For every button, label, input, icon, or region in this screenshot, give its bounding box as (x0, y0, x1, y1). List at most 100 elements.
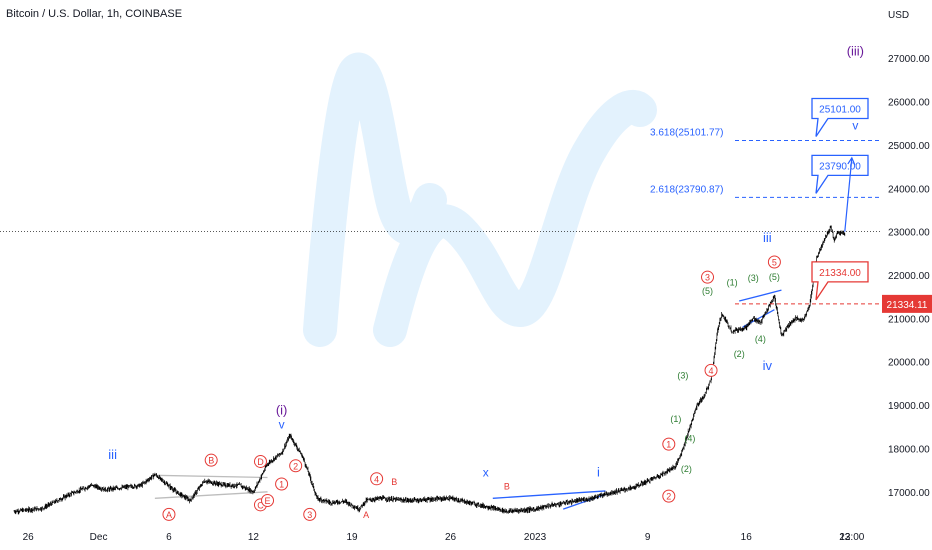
level-callout (811, 154, 869, 194)
trendlines (154, 289, 782, 510)
candles (13, 225, 846, 515)
trendline (739, 289, 782, 302)
wave-label-circle (701, 270, 715, 284)
wave-label: 3 (307, 510, 312, 520)
y-tick-label: 20000.00 (888, 358, 930, 369)
wave-label: v (852, 118, 858, 132)
wave-label: (5) (769, 272, 780, 282)
wave-label: D (257, 457, 264, 467)
level-annotations: 3.618(25101.77) 25101.00 2.618(23790.87) 23… (650, 97, 932, 313)
wave-label: v (279, 418, 285, 432)
wave-label: (2) (734, 349, 745, 359)
level-callout-text: 23790.00 (819, 161, 861, 172)
price-axis-badge-text: 21334.11 (887, 300, 928, 311)
x-tick-label: Dec (90, 532, 108, 543)
y-tick-label: 26000.00 (888, 98, 930, 109)
wave-label: E (265, 496, 271, 506)
x-tick-label: 6 (166, 532, 172, 543)
x-tick-label: 2023 (524, 532, 547, 543)
wave-label: (3) (677, 371, 688, 381)
wave-label: (1) (670, 414, 681, 424)
wave-label: A (363, 510, 369, 520)
wave-label: 2 (666, 492, 671, 502)
chart-title: Bitcoin / U.S. Dollar, 1h, COINBASE (6, 8, 183, 20)
wave-label: iv (763, 358, 773, 373)
wave-label: 4 (709, 366, 714, 376)
wave-label: 3 (705, 273, 710, 283)
wave-label: 1 (279, 480, 284, 490)
wave-label: C (257, 500, 264, 510)
level-callout (811, 97, 869, 137)
wave-label: (5) (702, 286, 713, 296)
watermark-stroke (373, 90, 657, 347)
wave-label-circle (704, 363, 718, 377)
projection-arrowhead (847, 156, 856, 166)
projection-arrow (844, 157, 853, 232)
wave-label: 2 (293, 461, 298, 471)
price-axis[interactable]: USD 27000.00 26000.00 25000.00 24000.00 23000… (888, 10, 930, 499)
wave-label: (1) (727, 278, 738, 288)
watermark-logo (303, 52, 657, 347)
wave-label-circle (204, 453, 218, 467)
y-tick-label: 27000.00 (888, 54, 930, 65)
wave-label: 1 (666, 440, 671, 450)
wave-label: (iii) (847, 44, 864, 59)
wave-label: (i) (276, 402, 288, 417)
level-callout-text: 25101.00 (819, 104, 861, 115)
wave-label: (3) (748, 273, 759, 283)
wave-label: iii (763, 230, 772, 245)
wave-label-circle (162, 507, 176, 521)
wave-label: B (504, 481, 510, 491)
y-tick-label: 18000.00 (888, 444, 930, 455)
y-tick-label: 22000.00 (888, 271, 930, 282)
wave-label-circle (662, 437, 676, 451)
wave-label: 4 (374, 474, 379, 484)
x-tick-label: 26 (445, 532, 457, 543)
wave-label-circle (662, 489, 676, 503)
y-tick-label: 23000.00 (888, 228, 930, 239)
wave-label-circle (253, 454, 267, 468)
wave-label: B (391, 477, 397, 487)
wave-label: B (208, 456, 214, 466)
level-text: 3.618(25101.77) (650, 127, 723, 138)
wave-label: A (166, 510, 172, 520)
y-tick-label: 17000.00 (888, 488, 930, 499)
currency-label: USD (888, 10, 909, 21)
watermark-stroke (303, 52, 447, 347)
x-tick-label: 16 (741, 532, 753, 543)
wave-label: (4) (755, 334, 766, 344)
x-tick-label: 12 (248, 532, 260, 543)
wave-labels: iii B DC EA(i)v2134ABxBi21(1)(2)(3)(4)4(5)3… (108, 44, 864, 521)
wave-label-circle (261, 493, 275, 507)
wave-label-circle (303, 507, 317, 521)
wave-label-circle (370, 472, 384, 486)
wave-label-circle (289, 459, 303, 473)
x-tick-label: 19 (346, 532, 358, 543)
x-tick-label: 12:00 (839, 532, 864, 543)
y-tick-label: 21000.00 (888, 314, 930, 325)
x-tick-label: 23 (839, 532, 851, 543)
wave-label: 5 (772, 257, 777, 267)
level-callout (811, 261, 869, 301)
wave-label: x (483, 465, 489, 479)
level-text: 2.618(23790.87) (650, 184, 723, 195)
y-tick-label: 19000.00 (888, 401, 930, 412)
trendline (154, 474, 268, 479)
y-tick-label: 25000.00 (888, 141, 930, 152)
y-tick-label: 24000.00 (888, 184, 930, 195)
trendline (492, 490, 606, 499)
x-tick-label: 26 (23, 532, 35, 543)
wave-label-circle (767, 255, 781, 269)
wave-label: i (597, 464, 600, 479)
x-tick-label: 9 (645, 532, 651, 543)
wave-label-circle (275, 477, 289, 491)
price-axis-badge (882, 294, 932, 313)
wave-label: (2) (681, 464, 692, 474)
chart-header: Bitcoin / U.S. Dollar, 1h, COINBASE (6, 8, 182, 20)
level-callout-text: 21334.00 (819, 268, 861, 279)
trendline (154, 491, 268, 499)
wave-label: iii (108, 447, 117, 462)
